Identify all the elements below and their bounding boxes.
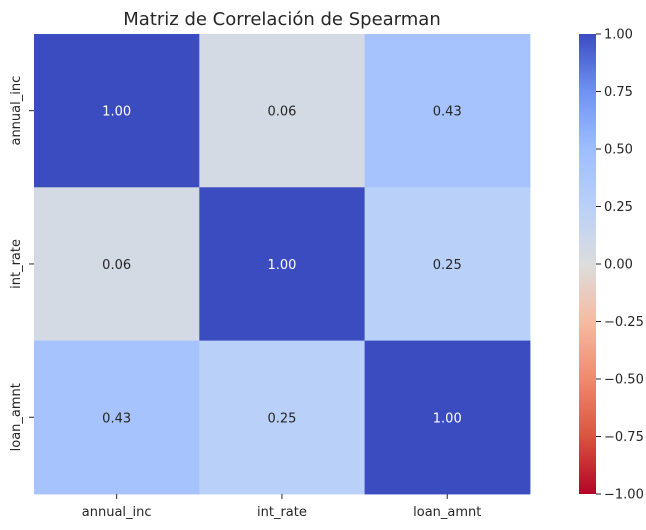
colorbar-tick-label: 0.75 bbox=[604, 85, 633, 100]
colorbar-tick-label: −1.00 bbox=[604, 488, 644, 503]
colorbar-tick-label: 0.25 bbox=[604, 200, 633, 215]
y-tick-label: int_rate bbox=[9, 239, 24, 289]
x-tick-label: annual_inc bbox=[82, 505, 152, 520]
cell-value-label: 0.43 bbox=[433, 105, 462, 120]
colorbar-tick-label: 1.00 bbox=[604, 28, 633, 43]
heatmap-cell bbox=[364, 187, 531, 342]
colorbar-tick-label: 0.50 bbox=[604, 143, 633, 158]
colorbar-tick-label: 0.00 bbox=[604, 258, 633, 273]
colorbar bbox=[579, 34, 596, 494]
y-tick-label: loan_amnt bbox=[9, 383, 24, 451]
heatmap-cells: 1.00 0.06 0.43 0.06 1.00 0.25 0.43 0.25 1.00 bbox=[34, 34, 531, 495]
colorbar-tick-label: −0.50 bbox=[604, 373, 644, 388]
cell-value-label: 1.00 bbox=[433, 411, 462, 426]
colorbar-tick-label: −0.75 bbox=[604, 430, 644, 445]
colorbar-tick-label: −0.25 bbox=[604, 315, 644, 330]
cell-value-label: 1.00 bbox=[267, 258, 296, 273]
heatmap-cell bbox=[199, 340, 366, 495]
chart-title: Matriz de Correlación de Spearman bbox=[123, 9, 440, 30]
heatmap-cell bbox=[364, 340, 531, 495]
cell-value-label: 0.25 bbox=[267, 411, 296, 426]
x-axis: annual_inc int_rate loan_amnt bbox=[82, 493, 481, 520]
heatmap-cell bbox=[34, 34, 200, 188]
heatmap-cell bbox=[34, 340, 200, 495]
y-axis: annual_inc int_rate loan_amnt bbox=[9, 76, 34, 451]
heatmap-cell bbox=[199, 187, 366, 342]
heatmap-cell bbox=[364, 34, 531, 188]
cell-value-label: 0.25 bbox=[433, 258, 462, 273]
y-tick-label: annual_inc bbox=[9, 76, 24, 146]
cell-value-label: 1.00 bbox=[102, 105, 131, 120]
colorbar-axis: 1.00 0.75 0.50 0.25 0.00 −0.25 −0.50 −0.75 −1.00 bbox=[596, 28, 644, 503]
cell-value-label: 0.06 bbox=[102, 258, 131, 273]
heatmap-cell bbox=[199, 34, 366, 188]
heatmap-cell bbox=[34, 187, 200, 342]
cell-value-label: 0.06 bbox=[267, 105, 296, 120]
x-tick-label: int_rate bbox=[257, 505, 307, 520]
cell-value-label: 0.43 bbox=[102, 411, 131, 426]
x-tick-label: loan_amnt bbox=[413, 505, 481, 520]
